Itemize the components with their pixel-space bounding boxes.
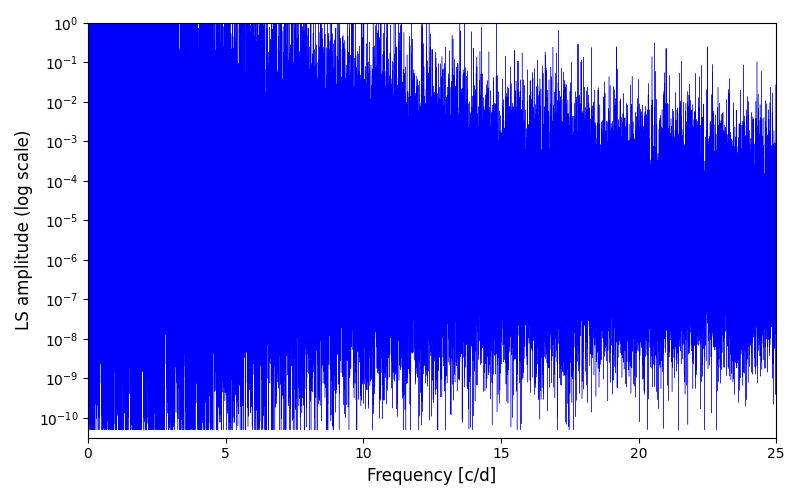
Y-axis label: LS amplitude (log scale): LS amplitude (log scale) bbox=[15, 130, 33, 330]
X-axis label: Frequency [c/d]: Frequency [c/d] bbox=[367, 467, 497, 485]
